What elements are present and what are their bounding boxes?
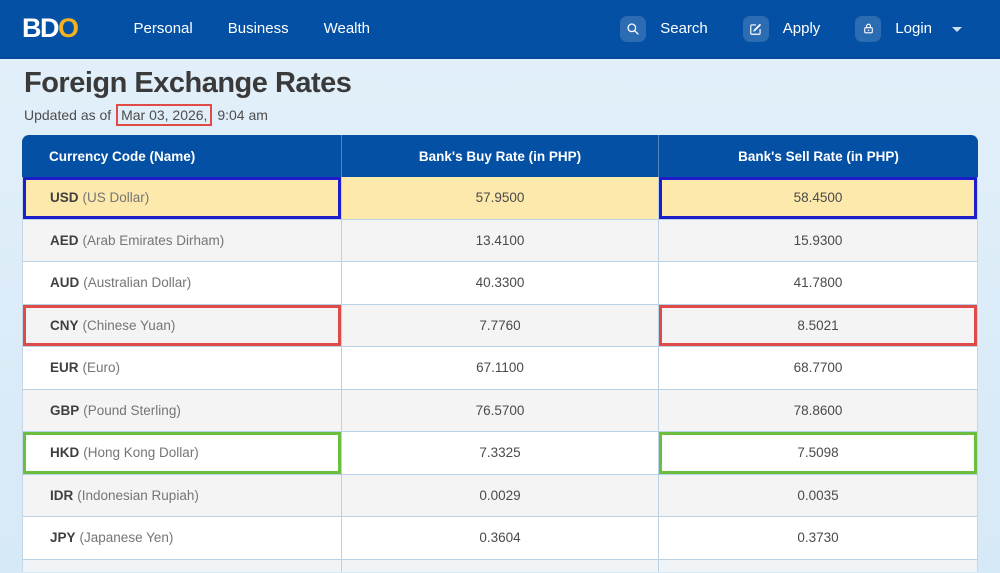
partial-cell xyxy=(22,559,341,572)
currency-cell: AED (Arab Emirates Dirham) xyxy=(22,219,341,262)
updated-line: Updated as of Mar 03, 2026, 9:04 am xyxy=(24,104,976,126)
currency-code: USD xyxy=(50,190,79,206)
buy-rate-cell: 67.1100 xyxy=(341,347,658,390)
currency-cell: AUD (Australian Dollar) xyxy=(22,262,341,305)
sell-rate-cell: 68.7700 xyxy=(658,347,978,390)
currency-code: IDR xyxy=(50,487,74,503)
header-buy-rate: Bank's Buy Rate (in PHP) xyxy=(341,135,658,177)
sell-rate-cell: 0.3730 xyxy=(658,517,978,560)
search-button[interactable]: Search xyxy=(620,15,708,42)
sell-rate-cell: 15.9300 xyxy=(658,219,978,262)
page-title: Foreign Exchange Rates xyxy=(24,67,352,99)
chevron-down-icon xyxy=(952,27,962,32)
sell-rate-cell: 58.4500 xyxy=(658,177,978,220)
currency-cell: JPY (Japanese Yen) xyxy=(22,517,341,560)
currency-cell: CNY (Chinese Yuan) xyxy=(22,304,341,347)
header-sell-rate: Bank's Sell Rate (in PHP) xyxy=(658,135,978,177)
partial-cell xyxy=(658,559,978,572)
bdo-logo[interactable]: BDO xyxy=(22,13,79,44)
currency-name: (US Dollar) xyxy=(82,190,150,206)
buy-rate-cell: 13.4100 xyxy=(341,219,658,262)
page-header: Foreign Exchange Rates Updated as of Mar… xyxy=(0,59,1000,126)
search-label: Search xyxy=(660,20,708,37)
currency-name: (Chinese Yuan) xyxy=(82,317,176,333)
nav-link-wealth[interactable]: Wealth xyxy=(323,20,371,37)
search-icon xyxy=(620,15,647,42)
partial-cell xyxy=(341,559,658,572)
currency-code: HKD xyxy=(50,445,80,461)
apply-button[interactable]: Apply xyxy=(742,15,821,42)
header-currency: Currency Code (Name) xyxy=(22,135,341,177)
nav-link-personal[interactable]: Personal xyxy=(133,20,193,37)
lock-icon xyxy=(855,15,882,42)
buy-rate-cell: 7.7760 xyxy=(341,304,658,347)
fx-rates-table: Currency Code (Name) Bank's Buy Rate (in… xyxy=(22,135,978,572)
top-navbar: BDO Personal Business Wealth Search Appl… xyxy=(0,0,1000,59)
sell-rate-cell: 78.8600 xyxy=(658,389,978,432)
updated-date-annotation-box: Mar 03, 2026, xyxy=(116,104,213,126)
table-header: Currency Code (Name) Bank's Buy Rate (in… xyxy=(22,135,978,177)
currency-code: AUD xyxy=(50,275,80,291)
buy-rate-cell: 7.3325 xyxy=(341,432,658,475)
table-row: CNY (Chinese Yuan) 7.7760 8.5021 xyxy=(22,304,978,347)
currency-name: (Indonesian Rupiah) xyxy=(77,487,199,503)
currency-name: (Euro) xyxy=(82,360,121,376)
updated-time: 9:04 am xyxy=(217,107,268,123)
table-row: GBP (Pound Sterling) 76.5700 78.8600 xyxy=(22,389,978,432)
currency-name: (Japanese Yen) xyxy=(79,530,174,546)
currency-code: EUR xyxy=(50,360,79,376)
table-row: USD (US Dollar) 57.9500 58.4500 xyxy=(22,177,978,220)
currency-cell: HKD (Hong Kong Dollar) xyxy=(22,432,341,475)
currency-cell: IDR (Indonesian Rupiah) xyxy=(22,474,341,517)
currency-code: AED xyxy=(50,232,79,248)
buy-rate-cell: 40.3300 xyxy=(341,262,658,305)
buy-rate-cell: 0.0029 xyxy=(341,474,658,517)
nav-links: Personal Business Wealth xyxy=(134,20,371,37)
sell-rate-cell: 0.0035 xyxy=(658,474,978,517)
login-button[interactable]: Login xyxy=(855,15,962,42)
currency-code: GBP xyxy=(50,402,80,418)
currency-name: (Australian Dollar) xyxy=(83,275,192,291)
currency-name: (Hong Kong Dollar) xyxy=(83,445,199,461)
sell-rate-cell: 7.5098 xyxy=(658,432,978,475)
currency-code: CNY xyxy=(50,317,79,333)
table-row: EUR (Euro) 67.1100 68.7700 xyxy=(22,347,978,390)
login-label: Login xyxy=(895,20,932,37)
sell-rate-cell: 41.7800 xyxy=(658,262,978,305)
table-row: HKD (Hong Kong Dollar) 7.3325 7.5098 xyxy=(22,432,978,475)
sell-rate-cell: 8.5021 xyxy=(658,304,978,347)
logo-bd: BD xyxy=(22,13,60,43)
currency-name: (Arab Emirates Dirham) xyxy=(82,232,225,248)
nav-actions: Search Apply Login xyxy=(620,15,962,42)
currency-cell: USD (US Dollar) xyxy=(22,177,341,220)
nav-link-business[interactable]: Business xyxy=(227,20,289,37)
currency-name: (Pound Sterling) xyxy=(83,402,181,418)
fx-table-body: USD (US Dollar) 57.9500 58.4500 AED (Arab … xyxy=(22,177,978,572)
updated-prefix: Updated as of xyxy=(24,107,112,123)
table-row: IDR (Indonesian Rupiah) 0.0029 0.0035 xyxy=(22,474,978,517)
table-row: AUD (Australian Dollar) 40.3300 41.7800 xyxy=(22,262,978,305)
currency-cell: GBP (Pound Sterling) xyxy=(22,389,341,432)
apply-label: Apply xyxy=(782,20,821,37)
table-row: AED (Arab Emirates Dirham) 13.4100 15.930… xyxy=(22,219,978,262)
partial-next-row xyxy=(22,559,978,572)
edit-icon xyxy=(742,15,769,42)
table-row: JPY (Japanese Yen) 0.3604 0.3730 xyxy=(22,517,978,560)
currency-code: JPY xyxy=(50,530,76,546)
buy-rate-cell: 76.5700 xyxy=(341,389,658,432)
buy-rate-cell: 57.9500 xyxy=(341,177,658,220)
logo-o: O xyxy=(58,13,79,43)
currency-cell: EUR (Euro) xyxy=(22,347,341,390)
buy-rate-cell: 0.3604 xyxy=(341,517,658,560)
